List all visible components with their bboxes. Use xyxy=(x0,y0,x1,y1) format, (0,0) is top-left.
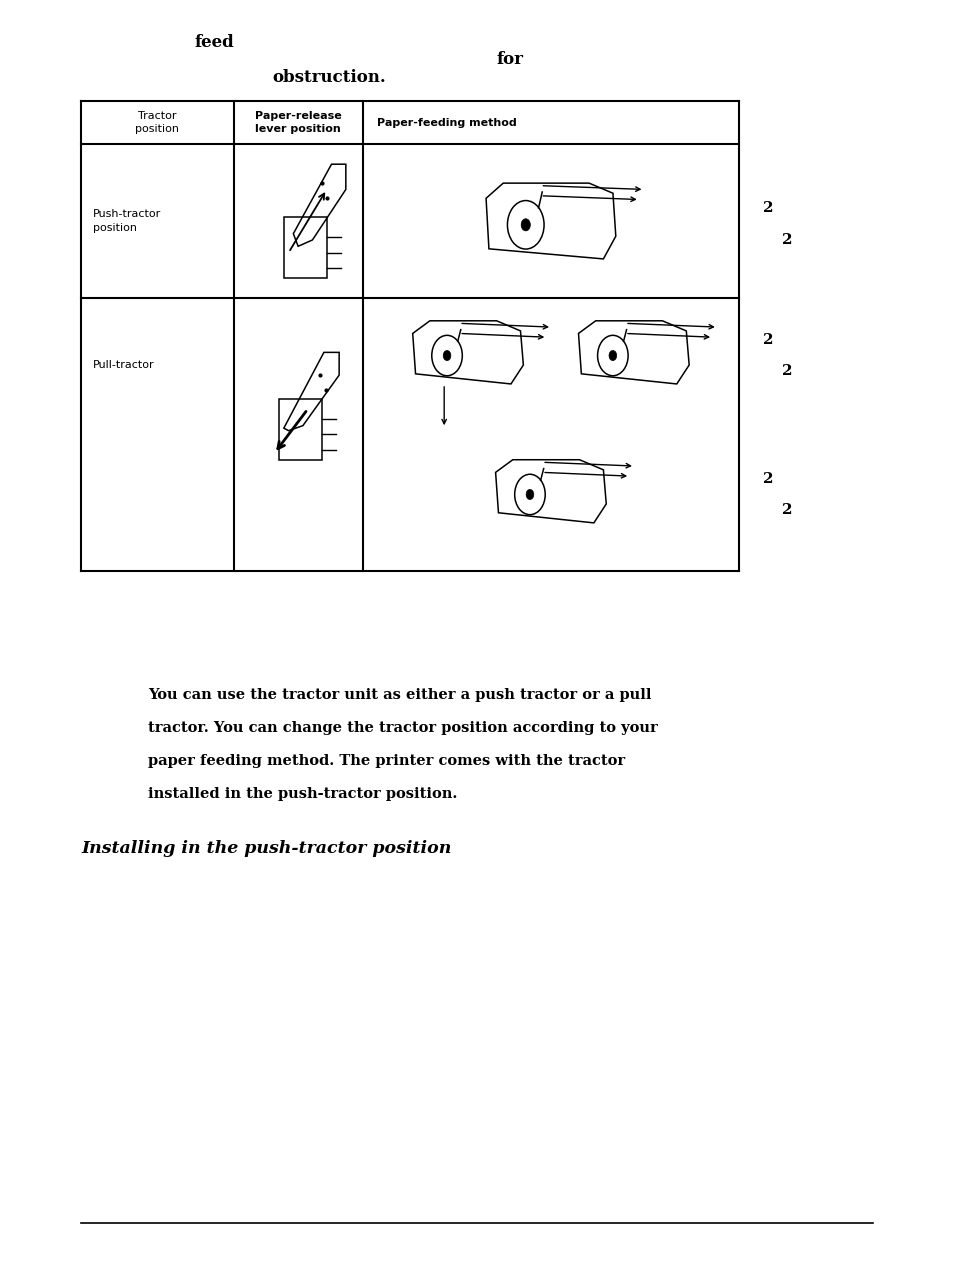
Text: feed: feed xyxy=(194,34,234,52)
Circle shape xyxy=(520,218,530,231)
Text: Tractor
position: Tractor position xyxy=(135,111,179,134)
Text: Installing in the push-tractor position: Installing in the push-tractor position xyxy=(81,840,451,858)
Text: Push-tractor
position: Push-tractor position xyxy=(92,210,161,232)
Text: obstruction.: obstruction. xyxy=(272,68,386,86)
Text: 2: 2 xyxy=(781,364,792,379)
Circle shape xyxy=(608,350,616,361)
Text: 2: 2 xyxy=(781,503,792,518)
Text: paper feeding method. The printer comes with the tractor: paper feeding method. The printer comes … xyxy=(148,754,624,768)
Circle shape xyxy=(525,489,534,499)
Text: 2: 2 xyxy=(762,471,773,486)
Text: Paper-release
lever position: Paper-release lever position xyxy=(254,111,341,134)
Text: 2: 2 xyxy=(781,232,792,248)
Text: tractor. You can change the tractor position according to your: tractor. You can change the tractor posi… xyxy=(148,721,657,735)
Text: Paper-feeding method: Paper-feeding method xyxy=(376,117,516,128)
Text: 2: 2 xyxy=(762,201,773,216)
Text: You can use the tractor unit as either a push tractor or a pull: You can use the tractor unit as either a… xyxy=(148,688,651,702)
Text: for: for xyxy=(497,51,523,68)
Text: installed in the push-tractor position.: installed in the push-tractor position. xyxy=(148,787,456,801)
Circle shape xyxy=(443,350,451,361)
Text: 2: 2 xyxy=(762,332,773,347)
Text: Pull-tractor: Pull-tractor xyxy=(92,360,154,370)
